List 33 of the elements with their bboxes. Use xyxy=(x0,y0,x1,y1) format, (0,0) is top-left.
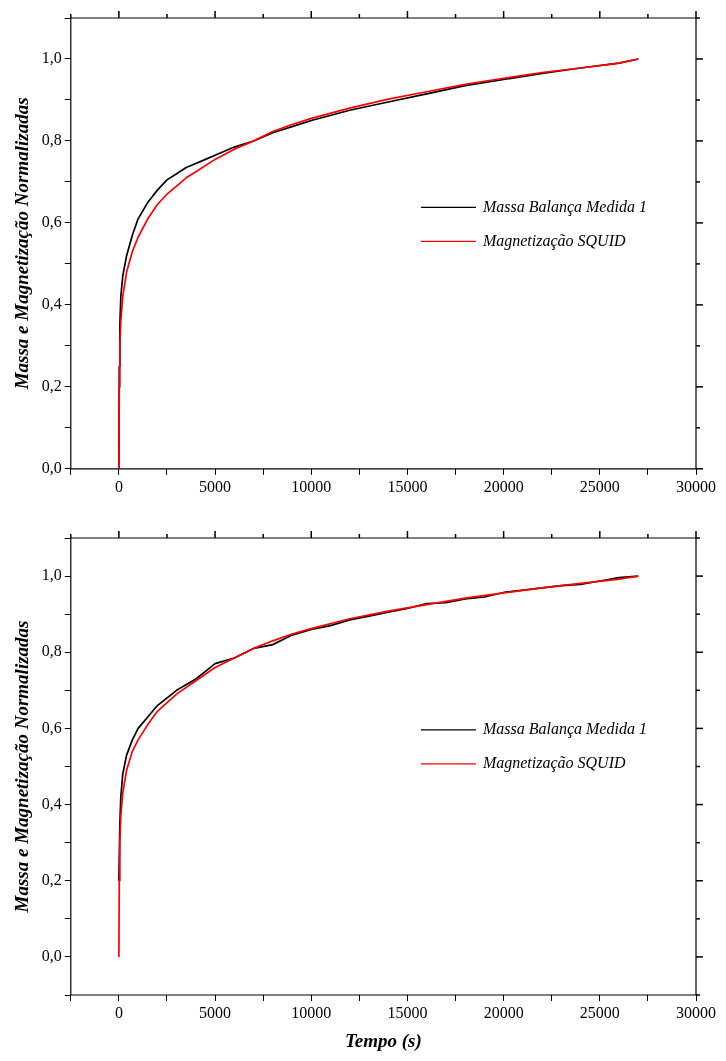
y-tick-label: 0,2 xyxy=(41,870,62,888)
y-axis-title: Massa e Magnetização Normalizadas xyxy=(11,97,33,391)
x-tick-label: 15000 xyxy=(387,1003,428,1021)
y-tick-label: 0,0 xyxy=(41,947,62,965)
y-tick-label: 0,4 xyxy=(41,295,62,313)
y-axis-title: Massa e Magnetização Normalizadas xyxy=(11,620,33,914)
x-tick-label: 10000 xyxy=(291,477,332,495)
x-tick-label: 5000 xyxy=(199,477,232,495)
y-tick-label: 0,8 xyxy=(41,131,62,149)
y-tick-label: 0,2 xyxy=(41,377,62,395)
x-tick-label: 20000 xyxy=(483,477,524,495)
legend-label: Massa Balança Medida 1 xyxy=(481,720,647,739)
x-axis-title: Tempo (s) xyxy=(344,1029,422,1052)
y-tick-label: 1,0 xyxy=(41,49,62,67)
y-tick-label: 0,4 xyxy=(41,794,62,812)
legend-label: Magnetização SQUID xyxy=(481,754,626,773)
y-tick-label: 0,6 xyxy=(41,213,62,231)
y-tick-label: 0,0 xyxy=(41,459,62,476)
x-tick-label: 20000 xyxy=(483,1003,524,1021)
y-tick-label: 1,0 xyxy=(41,566,62,584)
legend-label: Magnetização SQUID xyxy=(481,231,626,250)
x-tick-label: 5000 xyxy=(199,1003,232,1021)
x-tick-label: 0 xyxy=(114,1003,123,1021)
y-tick-label: 0,6 xyxy=(41,718,62,736)
y-tick-label: 0,8 xyxy=(41,642,62,660)
legend-label: Massa Balança Medida 1 xyxy=(481,197,647,216)
x-tick-label: 30000 xyxy=(676,477,716,495)
x-tick-label: 0 xyxy=(114,477,123,495)
x-tick-label: 15000 xyxy=(387,477,428,495)
x-tick-label: 25000 xyxy=(579,1003,620,1021)
x-tick-label: 30000 xyxy=(676,1003,716,1021)
x-tick-label: 10000 xyxy=(291,1003,332,1021)
x-tick-label: 25000 xyxy=(579,477,620,495)
